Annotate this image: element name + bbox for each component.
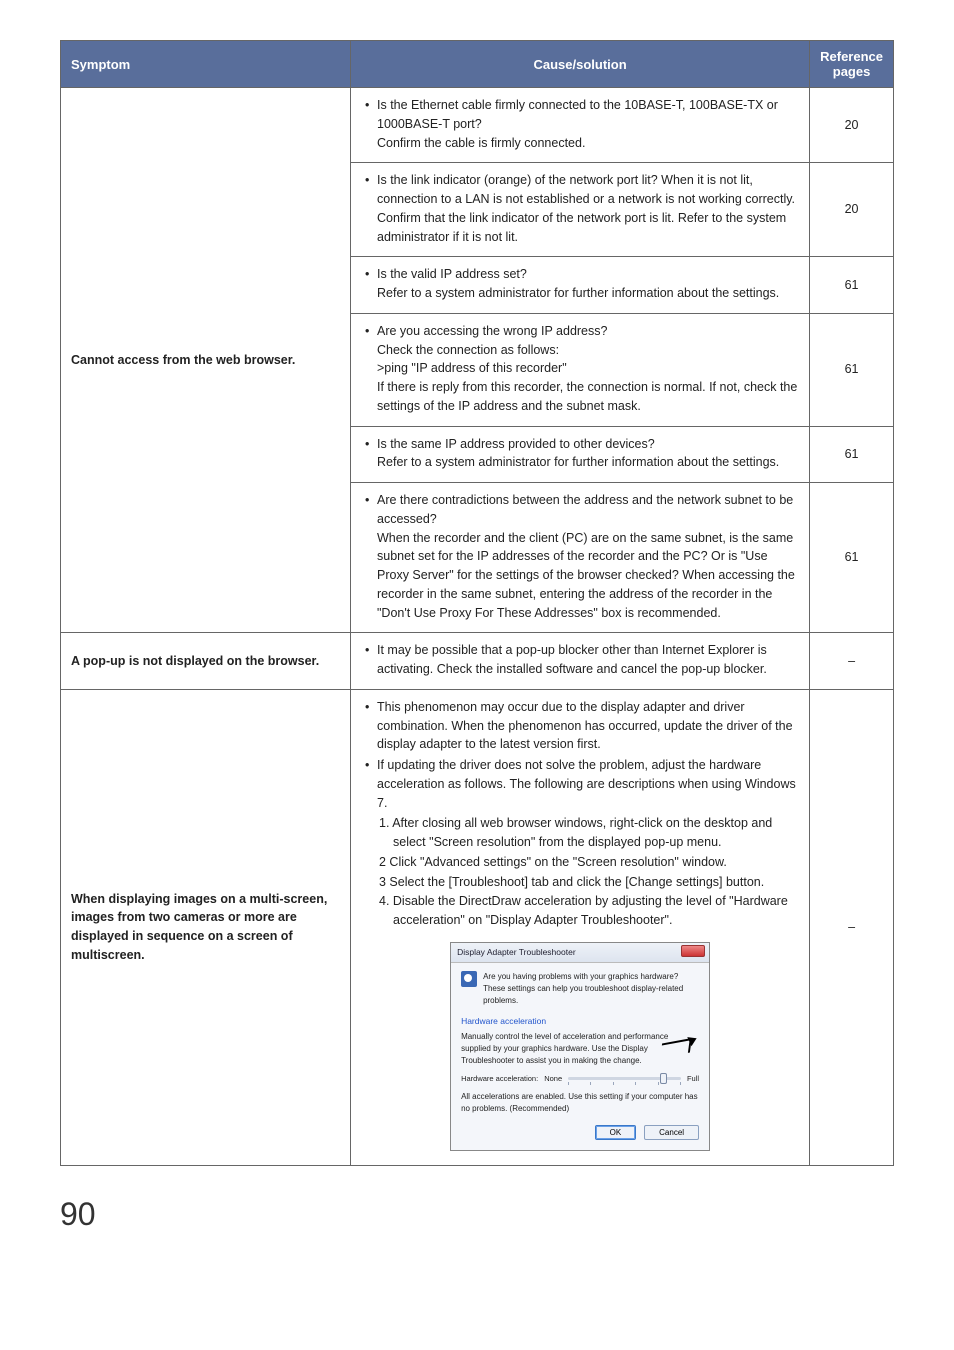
cancel-button[interactable]: Cancel	[644, 1125, 699, 1140]
reference-page: 20	[810, 88, 894, 163]
cause-item: Is the Ethernet cable firmly connected t…	[365, 96, 799, 152]
display-adapter-dialog: Display Adapter Troubleshooter Are you h…	[450, 942, 710, 1151]
symptom-cell: When displaying images on a multi-screen…	[61, 689, 351, 1165]
reference-page: 61	[810, 313, 894, 426]
page-number: 90	[60, 1196, 894, 1233]
cause-item: It may be possible that a pop-up blocker…	[365, 641, 799, 679]
slider-max-label: Full	[687, 1073, 699, 1084]
cause-cell: Are there contradictions between the add…	[351, 483, 810, 633]
cause-cell: Is the link indicator (orange) of the ne…	[351, 163, 810, 257]
dialog-section-label: Hardware acceleration	[461, 1015, 699, 1028]
slider-label: Hardware acceleration:	[461, 1073, 538, 1084]
step-item: 4. Disable the DirectDraw acceleration b…	[379, 892, 799, 930]
cause-item: Is the same IP address provided to other…	[365, 435, 799, 473]
table-row: Cannot access from the web browser.Is th…	[61, 88, 894, 163]
cause-cell: It may be possible that a pop-up blocker…	[351, 633, 810, 690]
reference-page: 61	[810, 426, 894, 483]
cause-cell: Is the same IP address provided to other…	[351, 426, 810, 483]
dialog-titlebar: Display Adapter Troubleshooter	[451, 943, 709, 963]
hardware-acceleration-slider[interactable]: Hardware acceleration: None Full	[461, 1073, 699, 1084]
symptom-cell: A pop-up is not displayed on the browser…	[61, 633, 351, 690]
ok-button[interactable]: OK	[595, 1125, 637, 1140]
cause-cell: Are you accessing the wrong IP address? …	[351, 313, 810, 426]
header-reference: Reference pages	[810, 41, 894, 88]
reference-page: 20	[810, 163, 894, 257]
cause-item: Are there contradictions between the add…	[365, 491, 799, 622]
step-item: 2 Click "Advanced settings" on the "Scre…	[379, 853, 799, 872]
header-cause: Cause/solution	[351, 41, 810, 88]
reference-page: –	[810, 633, 894, 690]
reference-page: 61	[810, 257, 894, 314]
dialog-info-text: Are you having problems with your graphi…	[483, 971, 699, 1007]
cause-item: If updating the driver does not solve th…	[365, 756, 799, 812]
troubleshooting-table: Symptom Cause/solution Reference pages C…	[60, 40, 894, 1166]
cause-item: Are you accessing the wrong IP address? …	[365, 322, 799, 416]
dialog-note: All accelerations are enabled. Use this …	[461, 1091, 699, 1115]
symptom-cell: Cannot access from the web browser.	[61, 88, 351, 633]
cause-item: Is the link indicator (orange) of the ne…	[365, 171, 799, 246]
cause-item: This phenomenon may occur due to the dis…	[365, 698, 799, 754]
step-item: 1. After closing all web browser windows…	[379, 814, 799, 852]
cause-cell: Is the Ethernet cable firmly connected t…	[351, 88, 810, 163]
dialog-description: Manually control the level of accelerati…	[461, 1031, 699, 1067]
cause-cell: Is the valid IP address set? Refer to a …	[351, 257, 810, 314]
close-icon[interactable]	[681, 945, 705, 957]
reference-page: 61	[810, 483, 894, 633]
slider-min-label: None	[544, 1073, 562, 1084]
table-row: When displaying images on a multi-screen…	[61, 689, 894, 1165]
info-icon	[461, 971, 477, 987]
cause-cell: This phenomenon may occur due to the dis…	[351, 689, 810, 1165]
header-symptom: Symptom	[61, 41, 351, 88]
cause-item: Is the valid IP address set? Refer to a …	[365, 265, 799, 303]
reference-page: –	[810, 689, 894, 1165]
step-item: 3 Select the [Troubleshoot] tab and clic…	[379, 873, 799, 892]
table-row: A pop-up is not displayed on the browser…	[61, 633, 894, 690]
dialog-title: Display Adapter Troubleshooter	[457, 947, 576, 957]
